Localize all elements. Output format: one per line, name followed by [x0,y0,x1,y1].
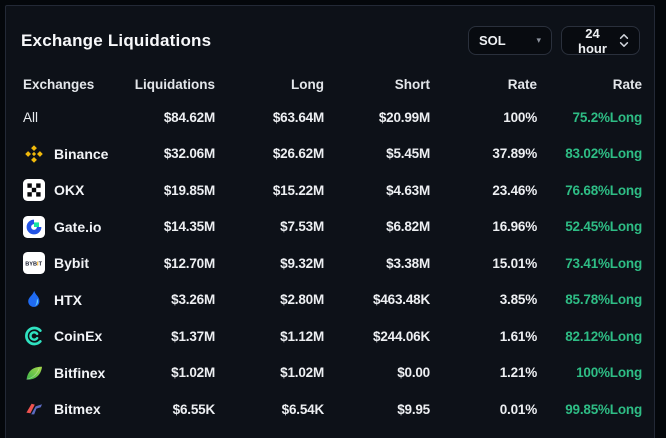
long-rate-value: 83.02%Long [565,146,642,162]
short-value: $4.63M [386,182,430,198]
liquidations-value: $32.06M [163,146,215,162]
gateio-logo [23,215,45,238]
exchange-cell: HTX [19,289,115,311]
long-rate-value: 76.68%Long [565,182,642,198]
long-value: $2.80M [280,292,324,308]
rate-value: 3.85% [499,292,537,308]
table-row[interactable]: CoinEx $1.37M $1.12M $244.06K 1.61% 82.1… [19,318,642,355]
rate-value: 1.21% [499,365,537,381]
exchange-cell: OKX [19,179,115,202]
long-rate-value: 99.85%Long [565,401,642,417]
rate-value: 0.01% [499,401,537,417]
table-row[interactable]: BYBIT Bybit $12.70M $9.32M $3.38M 15.01%… [19,245,642,282]
long-rate-value: 75.2%Long [572,109,643,125]
exchange-name: HTX [54,291,82,308]
exchange-name: Bybit [54,255,89,272]
exchange-name: Bitmex [54,401,101,418]
long-value: $26.62M [272,146,324,162]
col-header-long: Long [291,76,324,92]
liquidations-value: $12.70M [163,255,215,271]
up-down-chevrons-icon [619,33,629,48]
exchange-cell: All [19,110,115,125]
okx-logo [23,179,45,202]
col-header-rate: Rate [507,76,537,92]
time-select[interactable]: 24 hour [561,25,640,56]
rate-value: 16.96% [492,219,537,235]
long-value: $63.64M [272,109,324,125]
long-rate-value: 82.12%Long [565,328,642,344]
long-value: $6.54K [281,401,325,417]
table-row[interactable]: Bitmex $6.55K $6.54K $9.95 0.01% 99.85%L… [19,391,642,428]
coinex-logo [23,325,45,347]
long-rate-value: 100%Long [576,365,642,381]
exchange-cell: Bitfinex [19,362,115,384]
liquidations-value: $6.55K [172,401,216,417]
table-header-row: Exchanges Liquidations Long Short Rate R… [19,69,642,99]
header-controls: SOL ▾ 24 hour [468,25,640,56]
liquidations-value: $14.35M [163,219,215,235]
panel-header: Exchange Liquidations SOL ▾ 24 hour [19,6,640,61]
liquidations-value: $19.85M [163,182,215,198]
rate-value: 100% [503,109,537,125]
svg-text:BYBIT: BYBIT [25,262,42,268]
long-value: $1.02M [280,365,324,381]
rate-value: 1.61% [499,328,537,344]
col-header-exchanges: Exchanges [23,76,95,92]
table-row[interactable]: Bitfinex $1.02M $1.02M $0.00 1.21% 100%L… [19,355,642,392]
short-value: $20.99M [378,109,430,125]
long-value: $7.53M [280,219,324,235]
col-header-liquidations: Liquidations [134,76,215,92]
short-value: $9.95 [397,401,430,417]
exchange-name: All [23,109,39,125]
bitmex-logo [23,398,45,420]
table-row[interactable]: Gate.io $14.35M $7.53M $6.82M 16.96% 52.… [19,209,642,246]
exchange-name: Gate.io [54,218,102,235]
exchange-cell: Gate.io [19,215,115,238]
liquidations-value: $1.02M [171,365,215,381]
table-body: All $84.62M $63.64M $20.99M 100% 75.2%Lo… [19,99,643,428]
col-header-short: Short [394,76,430,92]
bybit-logo: BYBIT [23,252,45,275]
exchange-cell: CoinEx [19,325,115,347]
liquidations-value: $84.62M [163,109,215,125]
liquidations-value: $3.26M [171,292,215,308]
exchange-liquidations-panel: Exchange Liquidations SOL ▾ 24 hour Exch… [5,5,655,438]
exchange-cell: Bitmex [19,398,115,420]
bitfinex-logo [23,362,45,384]
long-value: $1.12M [280,328,324,344]
rate-value: 37.89% [492,146,537,162]
page-title: Exchange Liquidations [21,30,212,50]
long-value: $9.32M [280,255,324,271]
table-row[interactable]: HTX $3.26M $2.80M $463.48K 3.85% 85.78%L… [19,282,642,319]
table-row[interactable]: OKX $19.85M $15.22M $4.63M 23.46% 76.68%… [19,172,642,209]
exchange-cell: BYBIT Bybit [19,252,115,275]
table-row[interactable]: All $84.62M $63.64M $20.99M 100% 75.2%Lo… [19,99,643,136]
short-value: $3.38M [386,255,430,271]
coin-select-value: SOL [479,33,506,48]
exchange-name: CoinEx [54,328,103,345]
long-rate-value: 52.45%Long [565,219,642,235]
binance-logo [23,143,45,165]
time-select-value: 24 hour [578,25,607,56]
long-value: $15.22M [272,182,324,198]
liquidations-value: $1.37M [171,328,215,344]
chevron-down-icon: ▾ [536,35,541,45]
rate-value: 15.01% [492,255,537,271]
short-value: $0.00 [397,365,430,381]
exchange-name: OKX [54,182,85,199]
rate-value: 23.46% [492,182,537,198]
htx-logo [23,289,45,311]
col-header-long-rate: Rate [612,76,642,92]
exchange-name: Bitfinex [54,364,106,381]
long-rate-value: 73.41%Long [565,255,642,271]
exchange-cell: Binance [19,143,115,165]
short-value: $5.45M [386,146,430,162]
short-value: $6.82M [386,219,430,235]
exchange-name: Binance [54,145,109,162]
short-value: $463.48K [373,292,430,308]
coin-select[interactable]: SOL ▾ [468,26,552,55]
table-row[interactable]: Binance $32.06M $26.62M $5.45M 37.89% 83… [19,136,642,173]
short-value: $244.06K [373,328,430,344]
long-rate-value: 85.78%Long [565,292,642,308]
